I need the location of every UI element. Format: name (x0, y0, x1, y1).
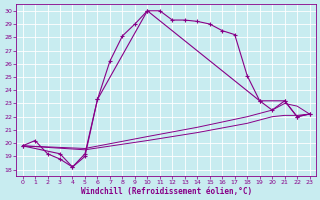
X-axis label: Windchill (Refroidissement éolien,°C): Windchill (Refroidissement éolien,°C) (81, 187, 252, 196)
